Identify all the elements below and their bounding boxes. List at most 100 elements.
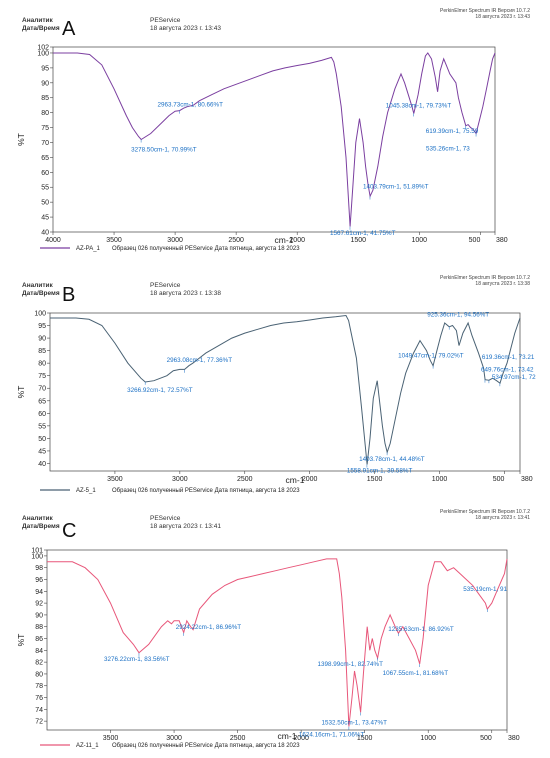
y-tick-label: 75 bbox=[38, 373, 46, 380]
header-left: Аналитик Дата/Время bbox=[22, 17, 60, 33]
spectrum-panel-c: Аналитик Дата/Время C PEService 18 авгус… bbox=[0, 505, 550, 758]
peak-label: 1049.47cm-1, 79.02%T bbox=[398, 353, 464, 360]
header-right: PerkinElmer Spectrum IR Версия 10.7.2 18… bbox=[440, 8, 530, 20]
legend-description: Образец 026 полученный PEService Дата пя… bbox=[112, 487, 300, 494]
service-name: PEService bbox=[150, 17, 181, 24]
header-right: PerkinElmer Spectrum IR Версия 10.7.2 18… bbox=[440, 509, 530, 521]
legend-description: Образец 026 полученный PEService Дата пя… bbox=[112, 742, 300, 749]
peak-label: 535.26cm-1, 73 bbox=[426, 146, 470, 153]
header-right: PerkinElmer Spectrum IR Версия 10.7.2 18… bbox=[440, 275, 530, 287]
y-tick-label: 55 bbox=[38, 423, 46, 430]
peak-label: 1532.50cm-1, 73.47%T bbox=[322, 719, 388, 726]
analyst-label: Аналитик bbox=[22, 17, 53, 24]
plot-frame bbox=[46, 549, 508, 731]
y-tick-label: 60 bbox=[38, 411, 46, 418]
y-tick-label: 80 bbox=[38, 361, 46, 368]
y-tick-label: 85 bbox=[41, 95, 49, 102]
y-tick-label: 50 bbox=[38, 436, 46, 443]
x-tick-label: 380 bbox=[508, 735, 520, 742]
x-tick-label: 3500 bbox=[107, 476, 123, 483]
y-tick-label: 55 bbox=[41, 185, 49, 192]
x-tick-label: 500 bbox=[480, 735, 492, 742]
y-tick-label: 94 bbox=[35, 589, 43, 596]
x-tick-label: 4000 bbox=[45, 237, 61, 244]
y-tick-label: 100 bbox=[37, 50, 49, 57]
header-middle: PEService 18 августа 2023 г. 13:38 bbox=[150, 282, 221, 298]
x-tick-label: 3000 bbox=[172, 476, 188, 483]
peak-label: 1067.55cm-1, 81.68%T bbox=[383, 670, 449, 677]
y-tick-label: 45 bbox=[41, 215, 49, 222]
y-tick-label: 100 bbox=[34, 311, 46, 318]
peak-label: 1624.16cm-1, 71.06%T bbox=[299, 732, 365, 739]
x-tick-label: 2500 bbox=[230, 735, 246, 742]
x-tick-label: 3500 bbox=[106, 237, 122, 244]
y-tick-label: 98 bbox=[35, 565, 43, 572]
x-tick-label: 1000 bbox=[420, 735, 436, 742]
peak-label: 2963.08cm-1, 77.36%T bbox=[167, 357, 233, 364]
acquisition-date: 18 августа 2023 г. 13:41 bbox=[150, 523, 221, 530]
x-axis-label: cm-1 bbox=[286, 475, 305, 485]
x-tick-label: 3000 bbox=[167, 237, 183, 244]
peak-label: 619.39cm-1, 75.59 bbox=[426, 128, 479, 135]
spectrum-chart: 40 45 50 55 60 65 70 75 80 85 90 95 100 3500 3000 2500 2… bbox=[16, 311, 536, 495]
y-tick-label: 40 bbox=[38, 461, 46, 468]
peak-label: 535.19cm-1, 91 bbox=[463, 586, 507, 593]
datetime-label: Дата/Время bbox=[22, 523, 60, 530]
y-tick-label: 72 bbox=[35, 719, 43, 726]
y-tick-label: 60 bbox=[41, 170, 49, 177]
x-tick-label: 1000 bbox=[412, 237, 428, 244]
y-tick-label: 102 bbox=[37, 45, 49, 52]
y-tick-label: 82 bbox=[35, 660, 43, 667]
peak-label: 1235.63cm-1, 86.92%T bbox=[388, 626, 454, 633]
panel-letter: B bbox=[62, 284, 76, 306]
x-tick-label: 1500 bbox=[357, 735, 373, 742]
peak-label: 1403.79cm-1, 51.89%T bbox=[363, 184, 429, 191]
peak-label: 3276.22cm-1, 83.56%T bbox=[104, 656, 170, 663]
peak-label: 3278.50cm-1, 70.99%T bbox=[131, 147, 197, 154]
header-middle: PEService 18 августа 2023 г. 13:41 bbox=[150, 515, 221, 531]
peak-label: 534.97cm-1, 72 bbox=[492, 374, 536, 381]
analyst-label: Аналитик bbox=[22, 515, 53, 522]
acquisition-date: 18 августа 2023 г. 13:43 bbox=[150, 25, 221, 32]
y-tick-label: 95 bbox=[38, 323, 46, 330]
software-version: PerkinElmer Spectrum IR Версия 10.7.2 bbox=[440, 8, 530, 14]
y-tick-label: 92 bbox=[35, 601, 43, 608]
peak-label: 3266.92cm-1, 72.57%T bbox=[127, 387, 193, 394]
y-tick-label: 95 bbox=[41, 65, 49, 72]
y-tick-label: 65 bbox=[41, 155, 49, 162]
x-tick-label: 2000 bbox=[289, 237, 305, 244]
analyst-label: Аналитик bbox=[22, 282, 53, 289]
peak-label: 649.76cm-1, 73.42 bbox=[481, 367, 534, 374]
y-tick-label: 80 bbox=[41, 110, 49, 117]
x-tick-label: 380 bbox=[521, 476, 533, 483]
y-tick-label: 90 bbox=[35, 612, 43, 619]
y-tick-label: 90 bbox=[41, 80, 49, 87]
x-tick-label: 380 bbox=[496, 237, 508, 244]
header-left: Аналитик Дата/Время bbox=[22, 515, 60, 531]
x-tick-label: 2000 bbox=[293, 735, 309, 742]
legend-series-name: AZ-5_1 bbox=[76, 488, 96, 494]
y-tick-label: 65 bbox=[38, 398, 46, 405]
service-name: PEService bbox=[150, 282, 181, 289]
legend-series-name: AZ-PA_1 bbox=[76, 246, 101, 252]
datetime-label: Дата/Время bbox=[22, 290, 60, 297]
spectrum-panel-b: Аналитик Дата/Время B PEService 18 авгус… bbox=[0, 255, 550, 505]
y-tick-label: 80 bbox=[35, 671, 43, 678]
peak-label: 619.36cm-1, 73.21 bbox=[482, 354, 535, 361]
peak-label: 2924.22cm-1, 86.96%T bbox=[176, 624, 242, 631]
y-tick-label: 84 bbox=[35, 648, 43, 655]
software-date: 18 августа 2023 г. 13:41 bbox=[475, 515, 530, 521]
x-tick-label: 500 bbox=[493, 476, 505, 483]
y-tick-label: 40 bbox=[41, 230, 49, 237]
y-tick-label: 101 bbox=[31, 548, 43, 555]
y-tick-label: 78 bbox=[35, 683, 43, 690]
y-tick-label: 86 bbox=[35, 636, 43, 643]
peak-label: 925.36cm-1, 94.56%T bbox=[427, 312, 489, 319]
spectrum-line bbox=[50, 314, 521, 465]
spectrum-line bbox=[53, 52, 496, 227]
y-axis-label: %T bbox=[16, 133, 26, 146]
x-axis-label: cm-1 bbox=[278, 731, 297, 741]
x-tick-label: 2500 bbox=[228, 237, 244, 244]
software-date: 18 августа 2023 г. 13:38 bbox=[475, 281, 530, 287]
